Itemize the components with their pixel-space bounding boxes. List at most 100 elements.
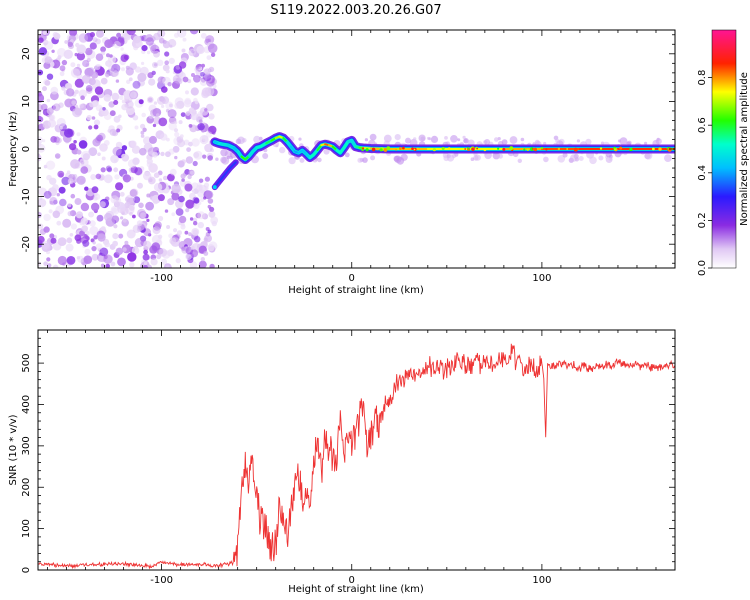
spectrogram-noise-blob [129,189,138,197]
spectrogram-noise-blob [209,263,215,268]
spectrogram-noise-blob [177,230,182,236]
spectrogram-halo-blob [364,138,368,142]
spectrogram-noise-blob [95,243,103,251]
spectrogram-noise-blob [52,184,59,191]
spectrogram-ridge [210,132,675,191]
spectrogram-noise-blob [207,204,212,209]
spectrogram-noise-blob [200,197,205,202]
figure-title: S119.2022.003.20.26.G07 [270,3,441,18]
spectrogram-halo-blob [543,156,549,163]
spectrogram-noise-blob [100,226,106,232]
spectrogram-noise-blob [75,42,80,48]
spectrogram-noise-blob [203,251,209,256]
spectrogram-noise-blob [109,54,113,58]
spectrogram-halo-blob [344,152,350,158]
colorbar-gradient [711,29,737,269]
spectrogram-noise-blob [165,101,174,110]
spectrogram-noise-blob [198,178,204,183]
spectrogram-halo-blob [362,157,368,163]
spectrogram-noise-blob [82,59,90,68]
spectrogram-halo-blob [543,141,547,146]
spectrogram-halo-blob [457,138,461,142]
spectrogram-noise-blob [42,139,46,143]
ridge-speckle [483,148,487,152]
spectrogram-noise-blob [169,168,177,176]
spectrogram-noise-blob [111,215,120,224]
spectrogram-noise-blob [44,80,51,86]
colorbar-label: Normalized spectral amplitude [739,72,750,226]
spectrogram-noise-blob [142,253,150,261]
spectrogram-noise-blob [49,200,54,205]
spectrogram-noise-blob [153,32,161,41]
snr-frame [37,329,676,571]
spectrogram-noise-blob [72,174,78,179]
spectrogram-halo-blob [444,136,448,140]
spectrogram-noise-blob [93,119,101,126]
spectrogram-noise-blob [70,68,81,78]
spectrogram-noise-blob [76,63,81,68]
spectrogram-noise-blob [81,150,91,161]
spectrogram-noise-blob [111,92,120,101]
spectrogram-noise-blob [146,193,151,198]
spectrogram-noise-blob [105,60,112,67]
spectrogram-noise-blob [110,195,119,204]
spectrogram-noise-blob [121,99,126,104]
spectrogram-noise-blob [153,199,158,205]
spectrogram-noise-blob [201,135,209,142]
spectrogram-noise-blob [104,212,113,222]
spectrogram-noise-blob [206,78,215,87]
spectrogram-noise-blob [185,253,192,260]
spectrogram-noise-blob [74,234,82,242]
spectrogram-noise-blob [206,55,212,60]
spectrogram-noise-blob [76,149,82,155]
spectrogram-noise-blob [78,140,88,149]
spectrogram-noise-blob [109,128,117,136]
spectrogram-noise-blob [132,80,141,89]
ridge-speckle [467,147,470,150]
spectrogram-halo-blob [470,157,475,161]
colorbar-tick-label: 0.6 [697,117,708,133]
spectrogram-noise-blob [158,215,164,222]
spectrogram-noise-blob [113,167,119,173]
spectrogram-noise-blob [94,64,101,71]
spectrogram-noise-blob [191,138,200,147]
spectrogram-noise-blob [58,186,66,194]
spectrogram-noise-blob [96,30,104,38]
ridge-speckle [667,147,672,152]
spectrogram-noise-blob [165,265,170,268]
ridge-core-segment [289,145,296,153]
spectrogram-noise-blob [207,198,214,204]
spectrogram-noise-blob [128,77,133,82]
spectrogram-noise-blob [165,69,170,74]
spectrogram-noise-blob [192,217,198,223]
spectrogram-noise-blob [106,167,113,173]
spectrogram-halo-blob [428,137,432,141]
spectrogram-noise-blob [113,224,118,229]
spectrogram-noise-blob [50,237,57,244]
spectrogram-noise-blob [181,222,185,227]
spectrogram-noise-blob [207,38,212,42]
spectrogram-noise-blob [81,74,91,84]
spectrogram-noise-blob [67,203,72,208]
spectrogram-noise-blob [168,122,177,131]
spectrogram-noise-blob [109,110,116,117]
spectrogram-halo-blob [220,149,228,157]
spectrogram-noise-blob [115,247,124,255]
spectrogram-noise-blob [145,37,154,46]
spectrogram-noise-blob [69,233,74,237]
spectrogram-noise-blob [48,209,53,214]
spectrogram-noise-blob [195,212,202,219]
spectrogram-noise-blob [106,53,110,58]
spectrogram-noise-blob [205,190,214,199]
spectrogram-noise-blob [43,226,50,233]
spectrogram-noise-blob [59,65,66,72]
ridge-core-segment [236,150,243,158]
spectrogram-noise-blob [73,140,77,144]
spectrogram-noise-blob [44,56,53,64]
spectrogram-noise-blob [175,208,184,216]
spectrogram-noise-blob [197,211,206,220]
spectrogram-noise-blob [133,45,139,51]
spectrogram-noise-blob [197,123,205,131]
spectrogram-noise-blob [100,46,106,53]
